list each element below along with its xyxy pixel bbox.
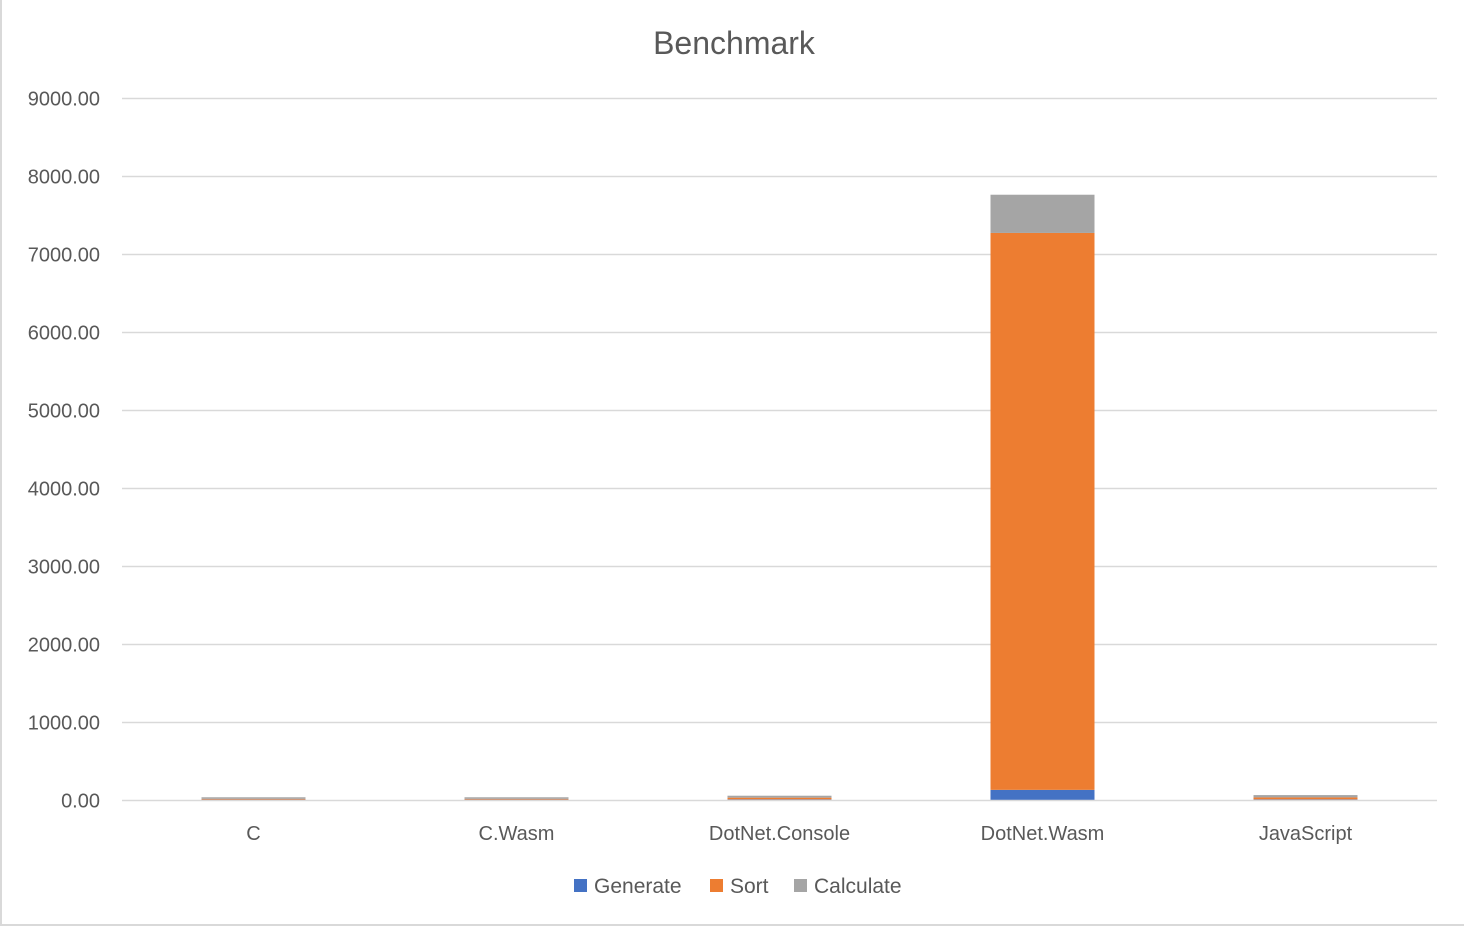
y-tick-label: 9000.00 xyxy=(28,89,100,111)
y-tick-label: 2000.00 xyxy=(28,635,100,657)
chart-title: Benchmark xyxy=(653,25,816,61)
legend-swatch-generate xyxy=(574,879,587,892)
bar-generate-dotnet-console xyxy=(727,799,832,800)
y-tick-label: 6000.00 xyxy=(28,323,100,345)
x-tick-label: C.Wasm xyxy=(479,823,555,845)
x-tick-label: C xyxy=(246,823,260,845)
bars xyxy=(201,194,1358,800)
y-tick-label: 7000.00 xyxy=(28,245,100,267)
legend-swatch-sort xyxy=(710,879,723,892)
legend-swatch-calculate xyxy=(794,879,807,892)
bar-calculate-c xyxy=(201,797,306,799)
bar-calculate-javascript xyxy=(1253,795,1358,798)
y-tick-label: 1000.00 xyxy=(28,713,100,735)
bar-sort-dotnet-wasm xyxy=(990,232,1095,790)
legend: Generate Sort Calculate xyxy=(574,875,902,898)
y-tick-label: 8000.00 xyxy=(28,167,100,189)
legend-label-generate: Generate xyxy=(594,875,682,898)
bar-sort-c xyxy=(201,798,306,800)
y-tick-label: 5000.00 xyxy=(28,401,100,423)
y-tick-label: 4000.00 xyxy=(28,479,100,501)
bar-calculate-c-wasm xyxy=(464,797,569,799)
x-tick-label: DotNet.Wasm xyxy=(981,823,1105,845)
bar-generate-javascript xyxy=(1253,799,1358,800)
y-tick-label: 0.00 xyxy=(61,791,100,813)
legend-label-sort: Sort xyxy=(730,875,769,898)
x-tick-label: JavaScript xyxy=(1259,823,1353,845)
bar-calculate-dotnet-console xyxy=(727,795,832,798)
x-tick-label: DotNet.Console xyxy=(709,823,850,845)
gridlines xyxy=(122,97,1437,724)
bar-generate-dotnet-wasm xyxy=(990,789,1095,800)
legend-label-calculate: Calculate xyxy=(814,875,902,898)
y-axis-tick-labels: 0.00 1000.00 2000.00 3000.00 4000.00 5000.00 6… xyxy=(28,89,100,813)
x-axis-tick-labels: C C.Wasm DotNet.Console DotNet.Wasm JavaScri… xyxy=(246,823,1352,845)
y-tick-label: 3000.00 xyxy=(28,557,100,579)
bar-calculate-dotnet-wasm xyxy=(990,194,1095,233)
bar-sort-dotnet-console xyxy=(727,797,832,800)
bar-sort-c-wasm xyxy=(464,798,569,800)
bar-sort-javascript xyxy=(1253,797,1358,800)
